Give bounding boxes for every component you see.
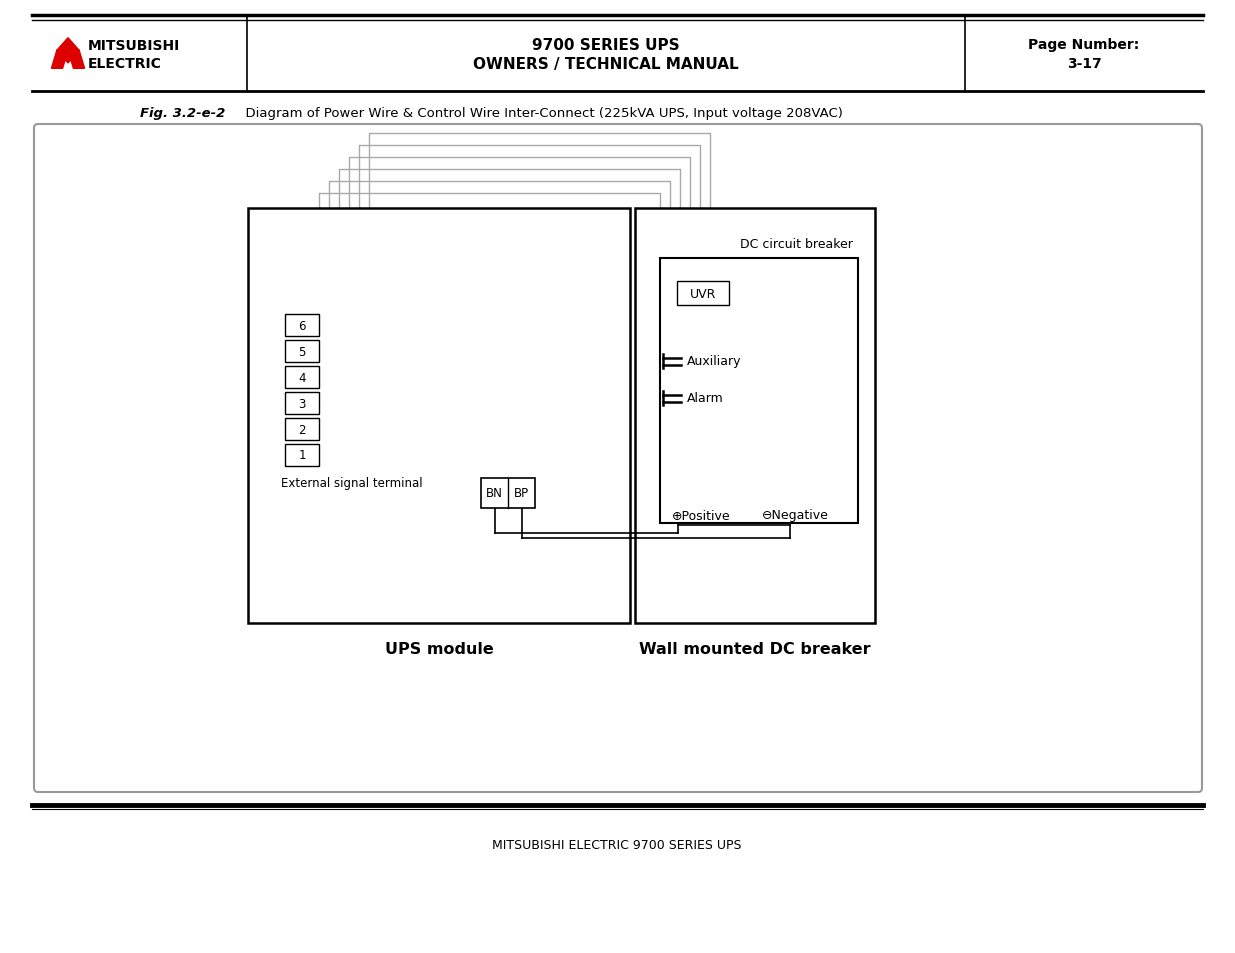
Text: DC circuit breaker: DC circuit breaker: [740, 237, 853, 251]
Text: MITSUBISHI: MITSUBISHI: [88, 39, 180, 53]
Bar: [285, 340, 319, 363]
Text: UPS module: UPS module: [384, 640, 493, 656]
Text: BP: BP: [514, 487, 529, 500]
Text: 2: 2: [298, 423, 306, 436]
Polygon shape: [57, 39, 79, 64]
Text: ⊖Negative: ⊖Negative: [762, 509, 829, 522]
Text: 3-17: 3-17: [1067, 57, 1102, 71]
FancyBboxPatch shape: [35, 125, 1202, 792]
Text: 3: 3: [299, 397, 306, 410]
Text: Alarm: Alarm: [687, 392, 724, 405]
Bar: [659, 258, 858, 523]
Bar: [285, 393, 319, 415]
Text: UVR: UVR: [690, 287, 716, 300]
Bar: [677, 282, 729, 306]
Polygon shape: [52, 51, 68, 70]
Text: 1: 1: [298, 449, 306, 462]
Text: BN: BN: [487, 487, 503, 500]
Bar: [248, 209, 630, 623]
Bar: [285, 314, 319, 336]
Bar: [285, 444, 319, 467]
Bar: [635, 209, 876, 623]
Text: External signal terminal: External signal terminal: [282, 476, 422, 490]
Text: ELECTRIC: ELECTRIC: [88, 57, 162, 71]
Text: Auxiliary: Auxiliary: [687, 355, 741, 368]
Polygon shape: [68, 51, 84, 70]
Bar: [285, 367, 319, 389]
Text: Diagram of Power Wire & Control Wire Inter-Connect (225kVA UPS, Input voltage 20: Diagram of Power Wire & Control Wire Int…: [237, 108, 842, 120]
Text: 6: 6: [298, 319, 306, 333]
Text: MITSUBISHI ELECTRIC 9700 SERIES UPS: MITSUBISHI ELECTRIC 9700 SERIES UPS: [493, 839, 742, 852]
Text: Fig. 3.2-e-2: Fig. 3.2-e-2: [140, 108, 225, 120]
Text: Wall mounted DC breaker: Wall mounted DC breaker: [640, 640, 871, 656]
Text: ⊕Positive: ⊕Positive: [672, 509, 731, 522]
Text: 9700 SERIES UPS: 9700 SERIES UPS: [532, 37, 679, 52]
Bar: [285, 418, 319, 440]
Text: OWNERS / TECHNICAL MANUAL: OWNERS / TECHNICAL MANUAL: [473, 56, 739, 71]
Text: 5: 5: [299, 345, 306, 358]
Bar: [480, 478, 535, 509]
Text: Page Number:: Page Number:: [1029, 38, 1140, 52]
Text: 4: 4: [298, 371, 306, 384]
